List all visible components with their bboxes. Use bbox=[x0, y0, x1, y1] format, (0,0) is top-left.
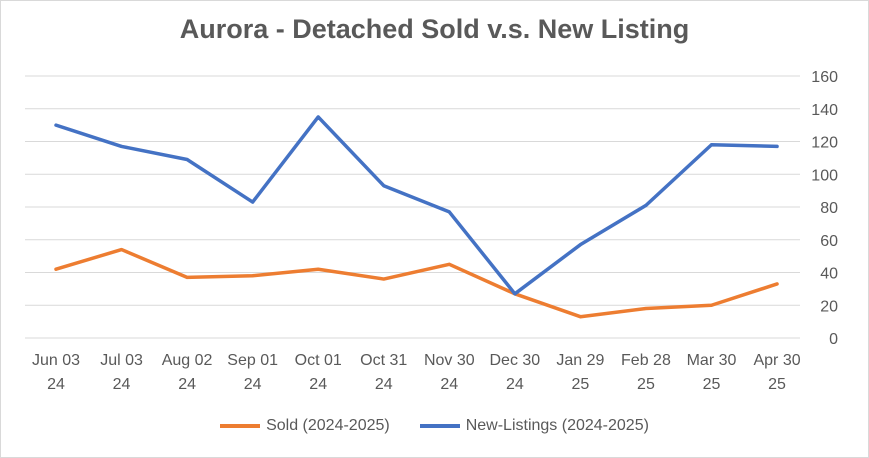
data-point bbox=[316, 115, 320, 119]
x-tick-label: 24 bbox=[375, 376, 393, 393]
y-tick-label: 60 bbox=[820, 233, 838, 250]
legend-swatch-sold bbox=[220, 424, 261, 428]
series-line-new-listings bbox=[54, 115, 779, 296]
x-tick-label: 24 bbox=[309, 376, 327, 393]
x-tick-label: 25 bbox=[637, 376, 655, 393]
y-tick-label: 100 bbox=[811, 167, 838, 184]
x-tick-label: Sep 01 bbox=[227, 352, 278, 369]
y-tick-label: 0 bbox=[829, 331, 838, 348]
x-tick-label: Oct 01 bbox=[295, 352, 342, 369]
data-point bbox=[578, 315, 582, 319]
x-tick-label: 24 bbox=[113, 376, 131, 393]
x-tick-label: Oct 31 bbox=[360, 352, 407, 369]
data-point bbox=[447, 262, 451, 266]
data-point bbox=[54, 123, 58, 127]
x-tick-label: 25 bbox=[768, 376, 786, 393]
x-tick-label: 24 bbox=[47, 376, 65, 393]
data-point bbox=[775, 282, 779, 286]
legend-label-new-listings: New-Listings (2024-2025) bbox=[465, 417, 649, 434]
x-tick-label: Aug 02 bbox=[162, 352, 213, 369]
x-tick-label: 24 bbox=[506, 376, 524, 393]
x-tick-label: Mar 30 bbox=[687, 352, 737, 369]
data-point bbox=[775, 144, 779, 148]
data-point bbox=[710, 143, 713, 147]
x-tick-label: Dec 30 bbox=[489, 352, 540, 369]
y-tick-label: 20 bbox=[820, 298, 838, 315]
legend-item-new-listings: New-Listings (2024-2025) bbox=[419, 417, 649, 435]
x-tick-label: 24 bbox=[244, 376, 262, 393]
data-point bbox=[120, 144, 124, 148]
data-point bbox=[120, 248, 124, 252]
data-point bbox=[54, 267, 58, 271]
legend-item-sold: Sold (2024-2025) bbox=[220, 417, 390, 435]
y-tick-label: 160 bbox=[811, 69, 838, 86]
legend: Sold (2024-2025) New-Listings (2024-2025… bbox=[0, 417, 869, 435]
x-tick-label: Feb 28 bbox=[621, 352, 671, 369]
x-tick-label: Apr 30 bbox=[753, 352, 800, 369]
data-point bbox=[185, 275, 189, 279]
x-tick-label: 24 bbox=[178, 376, 196, 393]
y-tick-label: 80 bbox=[820, 200, 838, 217]
x-tick-label: 25 bbox=[572, 376, 590, 393]
x-tick-label: Jun 03 bbox=[32, 352, 80, 369]
data-point bbox=[382, 184, 386, 188]
x-tick-label: Nov 30 bbox=[424, 352, 475, 369]
data-point bbox=[644, 203, 648, 207]
data-point bbox=[382, 277, 386, 281]
x-tick-label: 25 bbox=[703, 376, 721, 393]
legend-label-sold: Sold (2024-2025) bbox=[266, 417, 390, 434]
x-tick-label: 24 bbox=[440, 376, 458, 393]
data-point bbox=[447, 210, 451, 214]
data-point bbox=[251, 274, 255, 278]
x-tick-label: Jul 03 bbox=[100, 352, 143, 369]
data-point bbox=[578, 243, 582, 247]
data-point bbox=[185, 158, 189, 162]
data-point bbox=[251, 200, 255, 204]
y-tick-label: 140 bbox=[811, 102, 838, 119]
data-point bbox=[644, 307, 648, 311]
series-line-sold bbox=[54, 247, 779, 319]
legend-swatch-new-listings bbox=[419, 424, 460, 428]
data-point bbox=[316, 267, 320, 271]
x-tick-label: Jan 29 bbox=[556, 352, 604, 369]
data-point bbox=[513, 292, 517, 296]
chart-title: Aurora - Detached Sold v.s. New Listing bbox=[179, 14, 690, 44]
y-tick-label: 40 bbox=[820, 266, 838, 283]
y-tick-label: 120 bbox=[811, 135, 838, 152]
data-point bbox=[710, 303, 713, 307]
